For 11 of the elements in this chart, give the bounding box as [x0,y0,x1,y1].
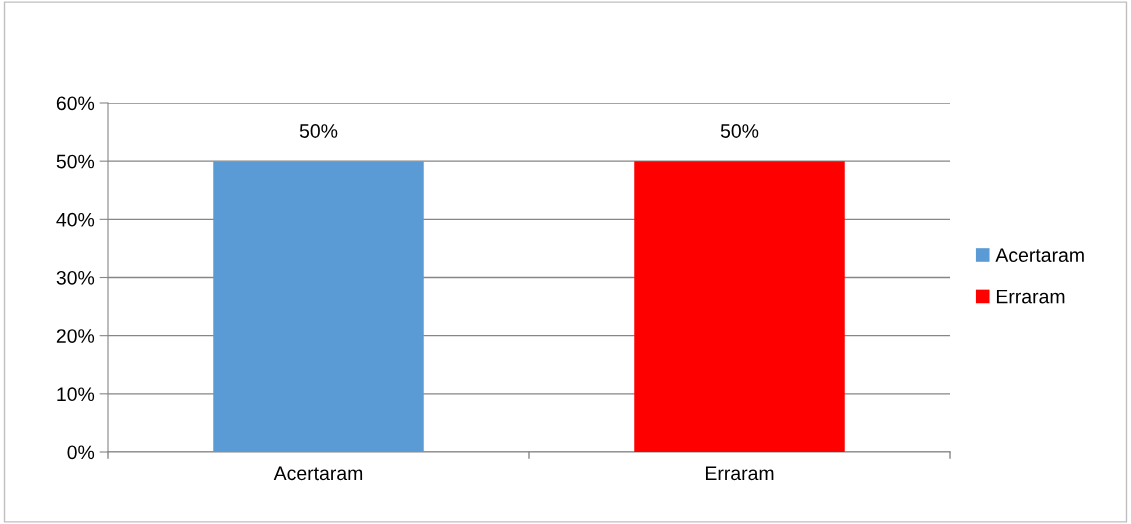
data-label: 50% [720,124,759,138]
data-label: 50% [299,124,338,138]
y-tick-label: 30% [56,270,95,285]
y-tick-label: 10% [57,387,95,402]
y-tick-label: 0% [67,445,95,460]
y-tick-label: 60% [56,96,95,111]
legend-label: Erraram [996,289,1065,304]
y-tick-label: 50% [56,154,95,169]
y-tick-label: 20% [56,329,95,343]
legend-label: Acertaram [995,248,1084,262]
y-tick-label: 40% [56,212,95,227]
